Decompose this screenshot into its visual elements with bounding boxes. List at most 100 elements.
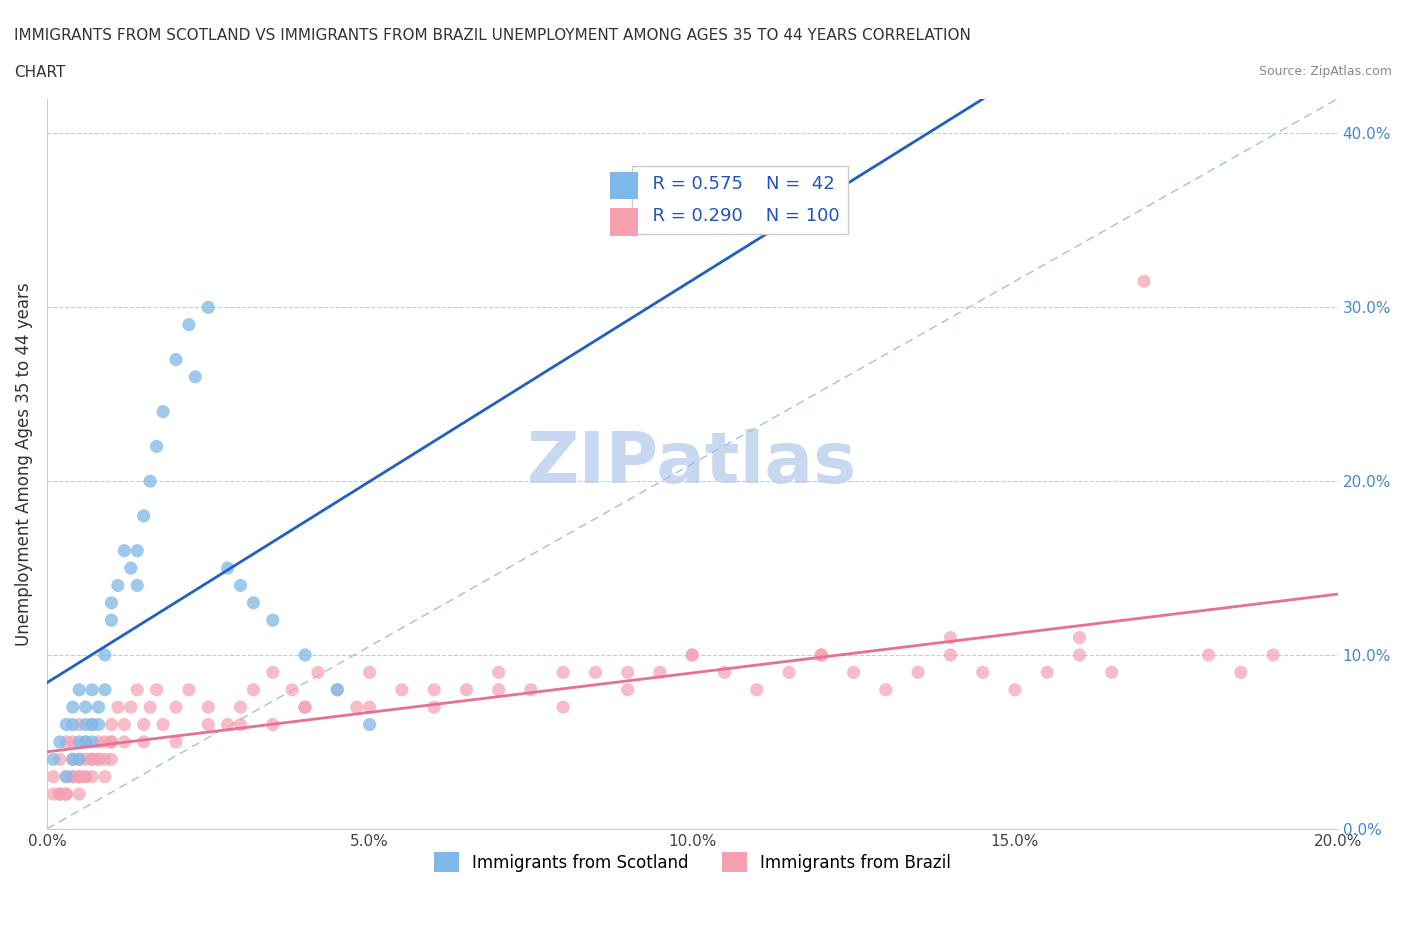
Point xyxy=(49,787,72,802)
Point xyxy=(810,647,832,662)
Point xyxy=(67,717,90,732)
Point xyxy=(778,665,800,680)
Point xyxy=(842,665,865,680)
Point xyxy=(488,683,510,698)
Point xyxy=(132,735,155,750)
Point xyxy=(152,717,174,732)
Point xyxy=(217,561,239,576)
Point xyxy=(139,473,162,488)
Point xyxy=(67,751,90,766)
Point xyxy=(94,751,117,766)
FancyBboxPatch shape xyxy=(610,208,638,236)
Point xyxy=(294,699,316,714)
Point xyxy=(939,647,962,662)
Point xyxy=(80,717,103,732)
Point xyxy=(80,735,103,750)
Point xyxy=(152,405,174,419)
Point xyxy=(359,717,381,732)
Point xyxy=(197,299,219,314)
Point xyxy=(127,683,149,698)
Point xyxy=(49,735,72,750)
Point xyxy=(55,769,77,784)
Text: Source: ZipAtlas.com: Source: ZipAtlas.com xyxy=(1258,65,1392,78)
Point xyxy=(42,769,65,784)
Point xyxy=(75,751,97,766)
Text: R = 0.575    N =  42
  R = 0.290    N = 100: R = 0.575 N = 42 R = 0.290 N = 100 xyxy=(641,176,839,225)
Point xyxy=(67,751,90,766)
Point xyxy=(1036,665,1059,680)
Point xyxy=(229,717,252,732)
Point xyxy=(80,769,103,784)
Point xyxy=(197,699,219,714)
Point xyxy=(553,699,575,714)
Point xyxy=(62,769,84,784)
Point xyxy=(75,769,97,784)
Point xyxy=(423,683,446,698)
Text: ZIPatlas: ZIPatlas xyxy=(527,430,858,498)
Point xyxy=(326,683,349,698)
Point xyxy=(120,561,142,576)
Point xyxy=(100,717,122,732)
Point xyxy=(62,717,84,732)
Point xyxy=(62,735,84,750)
Point xyxy=(100,751,122,766)
Point xyxy=(585,665,607,680)
Point xyxy=(875,683,897,698)
Point xyxy=(67,769,90,784)
Point xyxy=(616,683,638,698)
Point xyxy=(55,717,77,732)
Point xyxy=(972,665,994,680)
Point xyxy=(94,647,117,662)
Point xyxy=(112,543,135,558)
Point xyxy=(120,699,142,714)
Point xyxy=(107,578,129,593)
FancyBboxPatch shape xyxy=(610,172,638,199)
Point xyxy=(326,683,349,698)
Point xyxy=(294,699,316,714)
Point xyxy=(87,699,110,714)
Point xyxy=(616,665,638,680)
Point xyxy=(112,735,135,750)
Point xyxy=(49,751,72,766)
Point xyxy=(681,647,703,662)
Point xyxy=(810,647,832,662)
Point xyxy=(242,595,264,610)
Point xyxy=(184,369,207,384)
Point xyxy=(67,787,90,802)
Point xyxy=(80,751,103,766)
Point xyxy=(67,769,90,784)
Point xyxy=(391,683,413,698)
Point xyxy=(939,631,962,645)
Point xyxy=(75,735,97,750)
Point xyxy=(139,699,162,714)
Point xyxy=(100,613,122,628)
Point xyxy=(229,578,252,593)
Text: IMMIGRANTS FROM SCOTLAND VS IMMIGRANTS FROM BRAZIL UNEMPLOYMENT AMONG AGES 35 TO: IMMIGRANTS FROM SCOTLAND VS IMMIGRANTS F… xyxy=(14,28,972,43)
Point xyxy=(127,578,149,593)
Point xyxy=(165,352,187,367)
Point xyxy=(55,735,77,750)
Point xyxy=(217,717,239,732)
Point xyxy=(87,717,110,732)
Point xyxy=(423,699,446,714)
Legend: Immigrants from Scotland, Immigrants from Brazil: Immigrants from Scotland, Immigrants fro… xyxy=(427,845,957,879)
Point xyxy=(197,717,219,732)
Point xyxy=(62,699,84,714)
Point xyxy=(55,769,77,784)
Point xyxy=(294,647,316,662)
Point xyxy=(281,683,304,698)
Point xyxy=(242,683,264,698)
Point xyxy=(553,665,575,680)
Point xyxy=(520,683,543,698)
Point xyxy=(177,683,200,698)
Point xyxy=(100,735,122,750)
Point xyxy=(907,665,929,680)
Point xyxy=(80,717,103,732)
Point xyxy=(87,735,110,750)
Point xyxy=(165,735,187,750)
Point xyxy=(62,751,84,766)
Point xyxy=(94,769,117,784)
Point xyxy=(62,751,84,766)
Point xyxy=(488,665,510,680)
Point xyxy=(94,683,117,698)
